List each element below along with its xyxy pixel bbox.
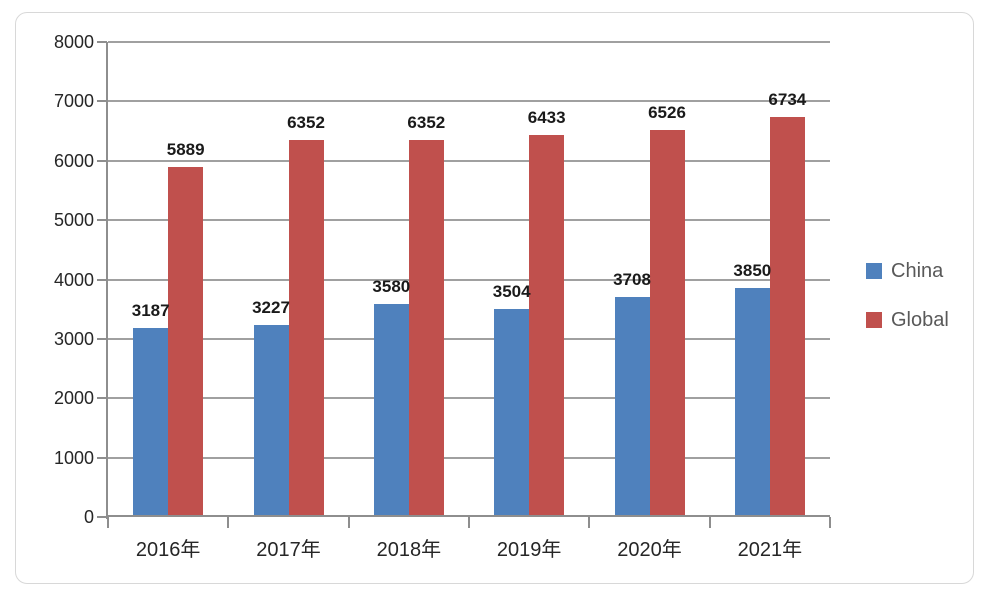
y-tick-mark xyxy=(97,397,107,400)
y-axis-tick-label: 8000 xyxy=(53,32,94,52)
gridline xyxy=(108,337,830,340)
x-axis-line xyxy=(108,515,830,517)
y-axis-tick-label: 2000 xyxy=(53,388,94,409)
y-axis-tick-label: 0 xyxy=(83,507,94,527)
bar-global-1 xyxy=(288,139,324,517)
value-label-china-3: 3504 xyxy=(492,281,531,301)
y-tick-mark xyxy=(97,516,107,518)
gridline xyxy=(108,100,830,103)
gridline xyxy=(108,219,830,222)
y-axis-tick-label: 3000 xyxy=(53,328,94,349)
legend-item-global: Global xyxy=(866,309,949,331)
x-tick-mark xyxy=(107,517,109,528)
gridline xyxy=(108,278,830,281)
y-tick-mark xyxy=(97,100,107,103)
plot-area: 3187 5889 3227 6352 3580 6352 3504 6433 3708 6526… xyxy=(108,41,830,517)
bar-china-3 xyxy=(494,308,530,517)
legend-swatch-icon xyxy=(866,312,882,328)
gridline xyxy=(108,159,830,162)
legend: China Global xyxy=(866,260,949,331)
value-label-global-2: 6352 xyxy=(407,112,446,132)
bar-china-5 xyxy=(734,288,770,517)
x-tick-mark xyxy=(588,517,591,528)
value-label-china-5: 3850 xyxy=(733,261,772,281)
value-label-global-0: 5889 xyxy=(166,140,205,160)
value-label-global-4: 6526 xyxy=(648,102,686,122)
x-axis-tick-label: 2017年 xyxy=(256,539,321,561)
gridline xyxy=(108,397,830,400)
value-label-china-4: 3708 xyxy=(613,269,651,289)
y-axis-tick-label: 7000 xyxy=(53,91,94,112)
x-tick-mark xyxy=(468,517,470,528)
x-axis-tick-label: 2018年 xyxy=(376,539,442,561)
x-tick-mark xyxy=(829,517,831,528)
y-axis-tick-label: 6000 xyxy=(53,150,94,171)
value-label-global-5: 6734 xyxy=(768,90,807,110)
bar-global-0 xyxy=(168,167,204,517)
y-axis-line xyxy=(106,42,108,519)
x-axis-tick-label: 2021年 xyxy=(737,539,803,561)
x-tick-mark xyxy=(708,517,711,528)
y-tick-mark xyxy=(97,456,107,459)
bar-china-2 xyxy=(373,304,409,517)
y-axis-tick-label: 1000 xyxy=(53,447,94,468)
bar-china-4 xyxy=(614,296,650,517)
x-axis-tick-label: 2016年 xyxy=(135,539,201,561)
y-tick-mark xyxy=(97,159,107,162)
x-tick-mark xyxy=(347,517,350,528)
y-tick-mark xyxy=(97,41,107,43)
gridline xyxy=(108,456,830,459)
bar-global-3 xyxy=(529,135,565,517)
bar-global-2 xyxy=(408,139,444,517)
gridline xyxy=(108,41,830,43)
bar-global-4 xyxy=(649,129,685,517)
y-axis-tick-label: 4000 xyxy=(53,269,94,290)
x-axis-tick-label: 2020年 xyxy=(617,539,682,561)
legend-item-china: China xyxy=(866,260,949,282)
legend-swatch-icon xyxy=(866,263,882,279)
legend-label: China xyxy=(891,260,944,282)
bar-china-1 xyxy=(253,325,289,517)
value-label-global-3: 6433 xyxy=(527,108,566,128)
y-axis-tick-label: 5000 xyxy=(53,210,94,231)
y-tick-mark xyxy=(97,337,107,340)
value-label-global-1: 6352 xyxy=(287,112,325,132)
y-tick-mark xyxy=(97,219,107,222)
bar-china-0 xyxy=(133,327,169,517)
x-tick-mark xyxy=(227,517,230,528)
value-label-china-2: 3580 xyxy=(372,277,411,297)
legend-label: Global xyxy=(891,309,949,331)
value-label-china-1: 3227 xyxy=(252,298,290,318)
x-axis-tick-label: 2019年 xyxy=(496,539,562,561)
value-label-china-0: 3187 xyxy=(131,300,170,320)
y-tick-mark xyxy=(97,278,107,281)
bar-global-5 xyxy=(769,117,805,517)
